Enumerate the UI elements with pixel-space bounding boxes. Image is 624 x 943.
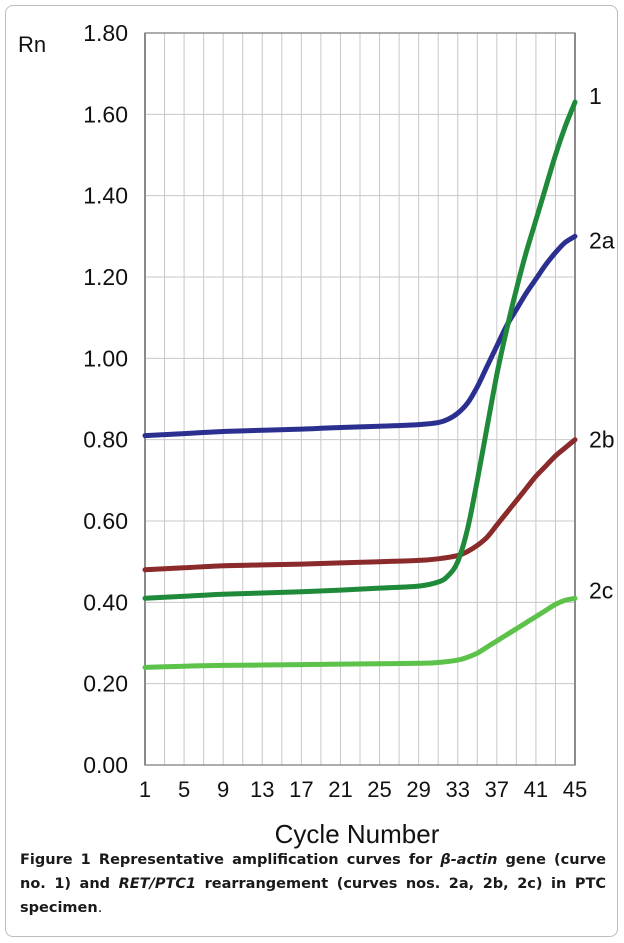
x-tick-label: 37 — [485, 777, 509, 802]
x-tick-label: 25 — [367, 777, 391, 802]
caption-gene-beta-actin: β-actin — [440, 852, 498, 868]
y-tick-labels: 0.00 0.20 0.40 0.60 0.80 1.00 1.20 1.40 1.60 1.80 — [83, 20, 128, 778]
series-line-2c — [142, 595, 578, 670]
x-tick-label: 41 — [524, 777, 548, 802]
chart-grid — [144, 32, 576, 766]
y-tick-label: 1.60 — [83, 101, 128, 127]
x-tick-label: 9 — [217, 777, 229, 802]
figure-frame — [5, 5, 618, 937]
y-tick-label: 1.20 — [83, 264, 128, 290]
caption-label: Figure 1 — [20, 852, 91, 868]
y-tick-label: 1.40 — [83, 183, 128, 209]
series-label-2c: 2c — [589, 577, 613, 603]
x-axis-label: Cycle Number — [275, 819, 440, 849]
plot-border — [144, 32, 576, 766]
series-label-1: 1 — [589, 83, 602, 109]
amplification-chart: 0.00 0.20 0.40 0.60 0.80 1.00 1.20 1.40 1.60 1.80… — [18, 20, 615, 849]
series-line-1 — [142, 99, 578, 601]
caption-text-1: Representative amplification curves for — [90, 852, 441, 868]
x-tick-label: 5 — [178, 777, 190, 802]
x-tick-label: 17 — [289, 777, 313, 802]
y-tick-label: 0.00 — [83, 752, 128, 778]
y-tick-label: 1.80 — [83, 20, 128, 46]
x-tick-label: 1 — [139, 777, 151, 802]
series-label-2b: 2b — [589, 427, 615, 453]
x-tick-label: 45 — [563, 777, 587, 802]
x-tick-label: 33 — [445, 777, 469, 802]
figure-caption: Figure 1 Representative amplification cu… — [20, 848, 606, 920]
y-tick-label: 1.00 — [83, 345, 128, 371]
y-tick-label: 0.80 — [83, 427, 128, 453]
y-tick-label: 0.60 — [83, 508, 128, 534]
caption-gene-ret-ptc1: RET/PTC1 — [118, 876, 197, 892]
x-tick-label: 29 — [406, 777, 430, 802]
x-tick-label: 21 — [328, 777, 352, 802]
series-labels: 1 2a 2b 2c — [589, 83, 615, 603]
series-line-2a — [142, 233, 578, 439]
y-axis-label: Rn — [18, 32, 46, 57]
x-tick-labels: 1 5 9 13 17 21 25 29 33 37 41 45 — [139, 777, 587, 802]
y-tick-label: 0.40 — [83, 589, 128, 615]
x-tick-label: 13 — [250, 777, 274, 802]
y-tick-label: 0.20 — [83, 671, 128, 697]
caption-text-3: rearrangement (curves nos. 2a, 2b, 2c) i… — [20, 876, 606, 916]
series-lines — [142, 99, 578, 670]
caption-text-2: gene (curve no. 1) and — [20, 852, 607, 892]
caption-period: . — [97, 900, 103, 916]
series-label-2a: 2a — [589, 227, 615, 253]
series-line-2b — [142, 437, 578, 573]
